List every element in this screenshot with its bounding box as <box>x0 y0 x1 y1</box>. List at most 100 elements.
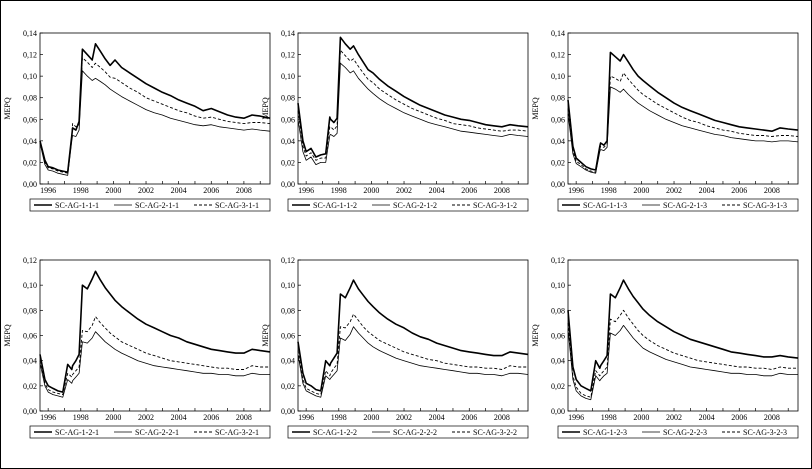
x-tick-label: 2004 <box>699 186 715 195</box>
y-axis-label: MEPQ <box>531 97 540 119</box>
y-tick-label: 0,00 <box>23 180 37 189</box>
x-tick-label: 2004 <box>171 186 187 195</box>
y-tick-label: 0,02 <box>281 382 295 391</box>
legend-label: SC-AG-3-1-2 <box>473 201 517 210</box>
y-tick-label: 0,04 <box>23 137 37 146</box>
y-tick-label: 0,14 <box>281 29 295 38</box>
series-line-SC-AG-1-2-1 <box>39 270 271 393</box>
y-tick-label: 0,14 <box>23 29 37 38</box>
y-tick-label: 0,06 <box>551 332 565 341</box>
x-tick-label: 1998 <box>601 413 617 422</box>
series-line-SC-AG-2-2-1 <box>39 331 270 398</box>
chart-panel-2: 0,00 0,02 0,04 0,06 0,08 0,10 0,12 0,14 1996 1998… <box>261 29 529 212</box>
x-tick-label: 2002 <box>138 186 154 195</box>
y-tick-label: 0,06 <box>551 115 565 124</box>
x-tick-label: 2002 <box>666 413 682 422</box>
y-tick-label: 0,02 <box>551 382 565 391</box>
series-line-SC-AG-3-1-3 <box>567 72 799 173</box>
series-line-SC-AG-1-2-2 <box>297 279 529 392</box>
legend-label: SC-AG-2-1-3 <box>663 201 707 210</box>
x-tick-label: 1998 <box>331 186 347 195</box>
legend-frame <box>29 198 271 212</box>
y-tick-label: 0,14 <box>551 29 565 38</box>
x-tick-label: 2008 <box>236 413 252 422</box>
y-tick-label: 0,12 <box>551 51 565 60</box>
legend-frame <box>29 425 271 439</box>
y-tick-label: 0,10 <box>23 72 37 81</box>
y-tick-label: 0,02 <box>23 382 37 391</box>
y-tick-label: 0,08 <box>551 306 565 315</box>
series-line-SC-AG-3-2-2 <box>297 313 528 396</box>
x-tick-label: 2006 <box>731 186 747 195</box>
legend-label: SC-AG-2-1-1 <box>135 201 179 210</box>
plot-frame <box>39 259 271 412</box>
y-tick-label: 0,12 <box>23 256 37 265</box>
series-line-SC-AG-3-2-3 <box>567 309 798 398</box>
x-tick-label: 2002 <box>138 413 154 422</box>
legend-label: SC-AG-3-2-2 <box>473 428 517 437</box>
x-tick-label: 2008 <box>764 186 780 195</box>
x-tick-label: 2004 <box>429 413 445 422</box>
y-tick-label: 0,02 <box>281 158 295 167</box>
y-axis-label: MEPQ <box>3 97 12 119</box>
legend-label: SC-AG-1-1-2 <box>313 201 357 210</box>
legend: SC-AG-1-2-3 SC-AG-2-2-3 SC-AG-3-2-3 <box>557 425 799 439</box>
x-tick-label: 1996 <box>298 186 314 195</box>
y-tick-label: 0,10 <box>281 281 295 290</box>
x-tick-label: 2008 <box>494 413 510 422</box>
x-tick-label: 2008 <box>494 186 510 195</box>
y-tick-label: 0,12 <box>551 256 565 265</box>
series-line-SC-AG-2-1-1 <box>39 70 271 176</box>
x-tick-label: 2008 <box>764 413 780 422</box>
legend-label: SC-AG-1-2-2 <box>313 428 357 437</box>
series-line-SC-AG-2-1-2 <box>297 62 529 166</box>
legend-label: SC-AG-2-2-3 <box>663 428 707 437</box>
x-tick-label: 1996 <box>568 186 584 195</box>
y-axis-label: MEPQ <box>3 324 12 346</box>
series-line-SC-AG-3-1-2 <box>297 49 529 161</box>
series-line-SC-AG-2-2-3 <box>567 324 798 401</box>
chart-panel-5: 0,00 0,02 0,04 0,06 0,08 0,10 0,12 1996 1998 2000… <box>261 256 529 439</box>
y-tick-label: 0,08 <box>23 306 37 315</box>
legend-label: SC-AG-1-1-1 <box>55 201 99 210</box>
y-tick-label: 0,00 <box>551 180 565 189</box>
legend-label: SC-AG-2-1-2 <box>393 201 437 210</box>
legend: SC-AG-1-2-1 SC-AG-2-2-1 SC-AG-3-2-1 <box>29 425 271 439</box>
series-line-SC-AG-2-2-2 <box>297 326 529 398</box>
legend-label: SC-AG-1-2-3 <box>583 428 627 437</box>
y-tick-label: 0,00 <box>551 407 565 416</box>
legend-frame <box>287 425 529 439</box>
x-tick-label: 2006 <box>203 413 219 422</box>
y-tick-label: 0,12 <box>281 256 295 265</box>
chart-panel-6: 0,00 0,02 0,04 0,06 0,08 0,10 0,12 1996 1998 2000… <box>531 256 799 439</box>
x-tick-label: 2004 <box>429 186 445 195</box>
y-tick-label: 0,04 <box>551 137 565 146</box>
x-tick-label: 1998 <box>73 186 89 195</box>
series-line-SC-AG-1-1-1 <box>39 42 271 173</box>
y-tick-label: 0,00 <box>281 180 295 189</box>
y-tick-label: 0,04 <box>551 357 565 366</box>
y-axis-label: MEPQ <box>531 324 540 346</box>
chart-panel-4: 0,00 0,02 0,04 0,06 0,08 0,10 0,12 1996 1998 2000… <box>3 256 271 439</box>
y-tick-label: 0,00 <box>281 407 295 416</box>
y-axis-label: MEPQ <box>261 324 270 346</box>
y-tick-label: 0,10 <box>23 281 37 290</box>
x-tick-label: 2002 <box>396 413 412 422</box>
y-tick-label: 0,04 <box>23 357 37 366</box>
y-tick-label: 0,06 <box>23 332 37 341</box>
legend-label: SC-AG-3-1-1 <box>215 201 259 210</box>
plot-frame <box>297 259 529 412</box>
legend: SC-AG-1-2-2 SC-AG-2-2-2 SC-AG-3-2-2 <box>287 425 529 439</box>
x-tick-label: 2006 <box>461 186 477 195</box>
y-tick-label: 0,12 <box>23 51 37 60</box>
legend-label: SC-AG-2-2-1 <box>135 428 179 437</box>
x-tick-label: 2000 <box>105 186 121 195</box>
series-line-SC-AG-1-2-3 <box>567 279 799 392</box>
y-tick-label: 0,08 <box>281 94 295 103</box>
plot-frame <box>39 32 271 185</box>
y-tick-label: 0,04 <box>281 137 295 146</box>
y-tick-label: 0,06 <box>23 115 37 124</box>
x-tick-label: 1998 <box>73 413 89 422</box>
x-tick-label: 2002 <box>666 186 682 195</box>
x-tick-label: 2000 <box>363 413 379 422</box>
